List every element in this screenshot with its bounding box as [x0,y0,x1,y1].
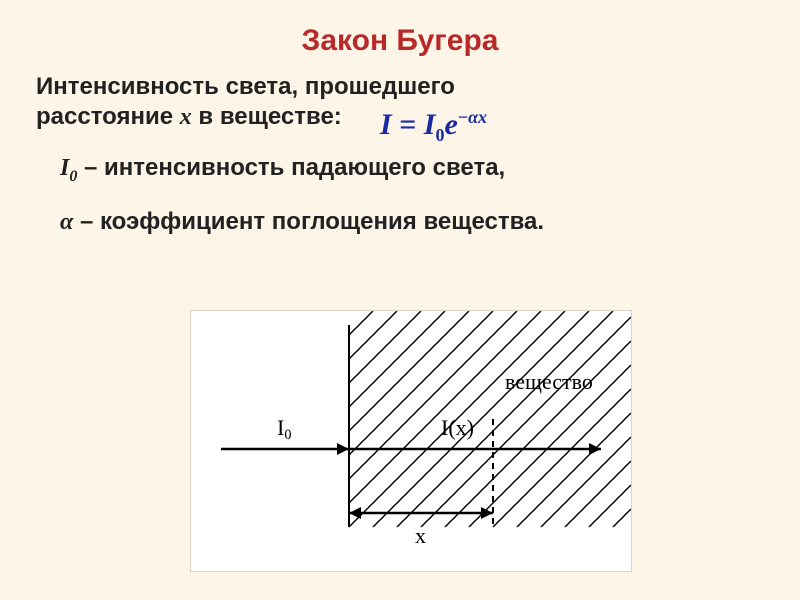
definition-var-x: x [180,104,192,130]
def-alpha: α – коэффициент поглощения вещества. [0,186,800,236]
formula: I = I0e−αx [380,108,487,142]
formula-rhs-base: I [424,108,436,141]
definition-text: Интенсивность света, прошедшего расстоян… [0,58,692,132]
svg-text:I(x): I(x) [441,415,474,440]
def-i0-dash: – [77,154,104,181]
formula-eq: = [392,108,424,141]
definition-line2-suffix: в веществе: [192,103,342,130]
def-alpha-symbol: α [60,209,73,235]
svg-text:I0: I0 [277,415,291,443]
formula-e: e [444,108,457,141]
diagram: вещество I0 I(x) x [190,310,632,572]
def-i0-symbol: I0 [60,155,77,181]
def-alpha-text: коэффициент поглощения вещества. [100,208,544,235]
def-i0-text: интенсивность падающего света, [104,154,505,181]
definition-line2-prefix: расстояние [36,103,180,130]
svg-text:вещество: вещество [505,369,593,394]
page-title: Закон Бугера [0,0,800,58]
definition-line1: Интенсивность света, прошедшего [36,73,455,100]
diagram-svg: вещество I0 I(x) x [191,311,631,571]
formula-lhs: I [380,108,392,141]
formula-exp: −αx [458,107,487,127]
def-alpha-dash: – [73,208,100,235]
svg-text:x: x [415,523,426,548]
